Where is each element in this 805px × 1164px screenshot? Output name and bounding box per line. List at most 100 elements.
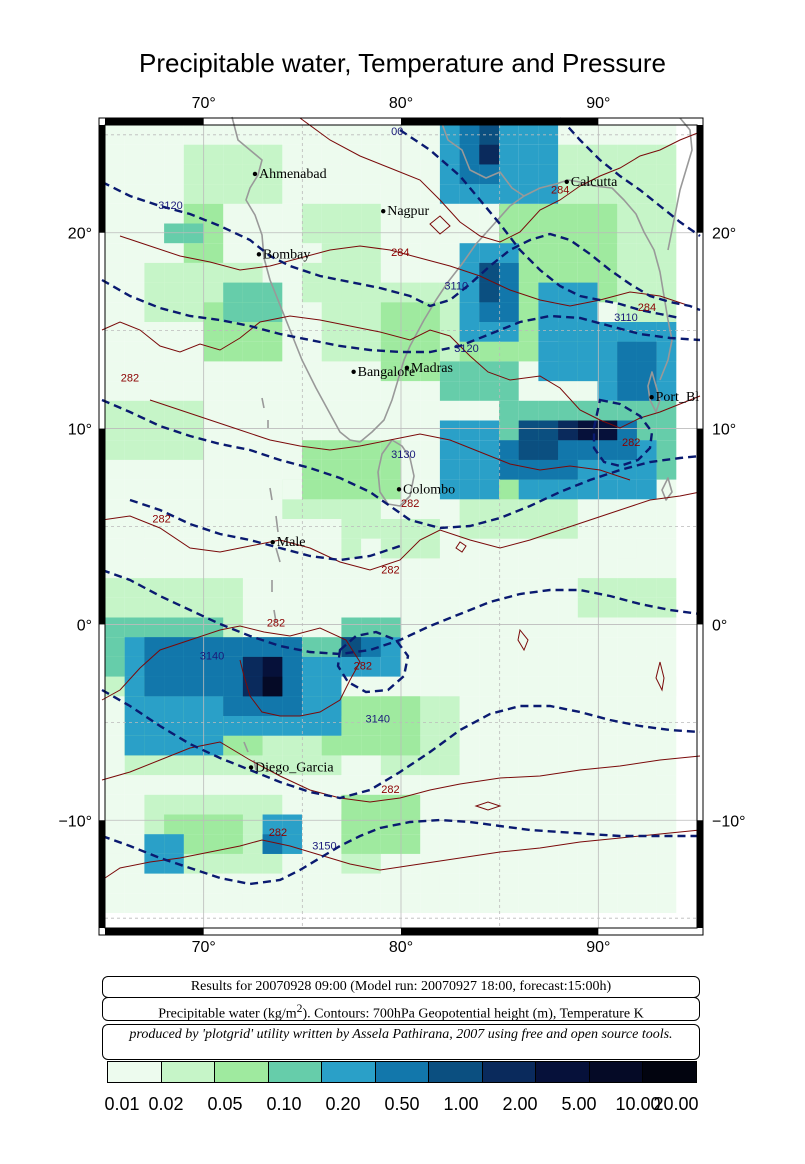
pw-cell [459,794,480,815]
pw-cell [558,617,578,638]
pw-cell [577,184,598,204]
colorbar-tick-label: 2.00 [502,1094,538,1114]
pw-cell [420,696,440,716]
pw-cell [144,184,165,204]
pw-cell [636,341,657,362]
pw-cell [656,794,677,815]
pw-cell [400,282,421,303]
pw-cell [656,164,677,185]
pw-cell [341,538,362,559]
pw-cell [617,814,637,835]
pw-cell [597,282,618,303]
pw-cell [105,578,125,598]
pw-cell [105,164,125,185]
contour-label: 00 [391,126,403,138]
pw-cell [361,262,381,283]
pw-cell [203,637,224,657]
pw-cell [597,578,618,598]
temp-contour [101,741,701,803]
pw-cell [499,164,519,185]
pw-cell [617,499,637,519]
pw-cell [105,676,125,697]
pw-cell [380,558,401,579]
pw-cell [518,676,539,697]
pw-cell [518,834,539,854]
pw-cell [223,223,243,244]
pw-cell [124,341,145,362]
pw-cell [144,834,165,854]
pw-cell [282,400,302,421]
pw-cell [183,361,204,382]
longitude-label: 70° [192,939,216,956]
pw-cell [242,499,263,519]
pw-cell [144,558,165,579]
pw-cell [597,243,618,263]
pw-cell [558,400,578,421]
pw-cell [577,578,598,598]
pw-cell [479,794,499,815]
temp-contour [101,829,701,881]
pw-cell [656,400,677,421]
pw-cell [302,735,322,756]
contour-label: 3140 [200,651,224,663]
city-dot [564,179,569,184]
pw-cell [538,676,559,697]
pw-cell [577,223,598,244]
pw-cell [321,676,342,697]
pw-cell [183,262,204,283]
pw-cell [361,578,381,598]
pw-cell [459,775,480,795]
pw-cell [105,519,125,539]
pw-cell [164,400,184,421]
pw-cell [518,341,539,362]
pw-cell [302,302,322,322]
contour-label: 282 [381,784,399,796]
pw-cell [223,834,243,854]
pw-cell [105,282,125,303]
pw-cell [558,361,578,382]
pw-cell [518,322,539,342]
pw-cell [144,322,165,342]
pw-cell [518,125,539,145]
pw-cell [361,459,381,480]
pw-cell [400,775,421,795]
pw-cell [597,834,618,854]
pw-cell [183,637,204,657]
pw-cell [499,735,519,756]
pw-cell [636,184,657,204]
pw-cell [361,716,381,736]
pw-cell [597,519,618,539]
pw-cell [577,420,598,441]
pw-cell [164,893,184,913]
pw-cell [420,322,440,342]
pw-cell [538,322,559,342]
colorbar-swatch [536,1062,590,1082]
pw-cell [479,696,499,716]
pw-cell [577,459,598,480]
pw-cell [164,223,184,244]
pw-cell [380,223,401,244]
pw-cell [558,853,578,874]
colorbar-tick-label: 0.02 [148,1094,184,1114]
pw-cell [262,853,283,874]
pw-cell [282,716,302,736]
coastline-lakshadweep [261,397,281,623]
pw-cell [518,203,539,224]
pw-cell [203,184,224,204]
pw-cell [420,578,440,598]
pw-cell [400,144,421,165]
pw-cell [400,735,421,756]
pw-cell [439,519,460,539]
pw-cell [262,243,283,263]
pw-cell [636,499,657,519]
pw-cell [518,144,539,165]
pw-cell [223,322,243,342]
pw-cell [439,381,460,401]
pw-cell [380,144,401,165]
pw-cell [499,873,519,894]
pw-cell [420,893,440,913]
pw-cell [203,814,224,835]
legend-superscript: 2 [296,1002,303,1015]
pw-cell [124,637,145,657]
pw-cell [459,617,480,638]
